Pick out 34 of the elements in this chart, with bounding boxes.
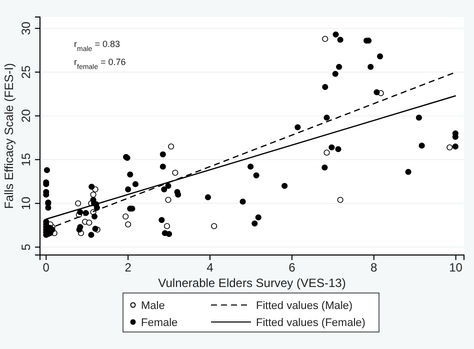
- x-tick-label: 8: [370, 260, 378, 275]
- point: [211, 223, 218, 230]
- y-tick-label: 15: [19, 152, 33, 166]
- point: [122, 213, 129, 220]
- point: [75, 200, 82, 206]
- point: [164, 223, 170, 230]
- x-tick-label: 10: [449, 260, 463, 275]
- y-tick-label: 20: [19, 108, 33, 123]
- point: [446, 144, 453, 150]
- point: [86, 220, 92, 226]
- point: [125, 221, 132, 228]
- x-tick-label: 6: [288, 260, 296, 275]
- y-axis-title: Falls Efficacy Scale (FES-I): [2, 63, 16, 209]
- y-tick-label: 30: [19, 21, 33, 36]
- legend-label: Fitted values (Female): [256, 317, 366, 329]
- legend-label: Fitted values (Male): [256, 300, 353, 312]
- x-tick-label: 0: [42, 260, 50, 275]
- x-tick-label: 2: [124, 260, 132, 275]
- point: [337, 196, 344, 203]
- point: [324, 150, 330, 156]
- point: [90, 192, 96, 198]
- y-tick-label: 5: [19, 243, 33, 250]
- y-tick-label: 25: [19, 65, 33, 79]
- x-axis-title: Vulnerable Elders Survey (VES-13): [158, 276, 346, 290]
- x-tick-label: 4: [206, 260, 214, 275]
- point: [172, 170, 178, 176]
- annotation: r$_{female}$ = 0.76: [74, 57, 126, 70]
- legend-label: Male: [141, 300, 165, 312]
- point: [165, 196, 172, 203]
- annotation: r$_{male}$ = 0.83: [74, 39, 120, 52]
- point: [322, 36, 328, 42]
- y-tick-label: 10: [19, 196, 33, 210]
- point: [168, 143, 174, 150]
- legend-label: Female: [141, 317, 178, 329]
